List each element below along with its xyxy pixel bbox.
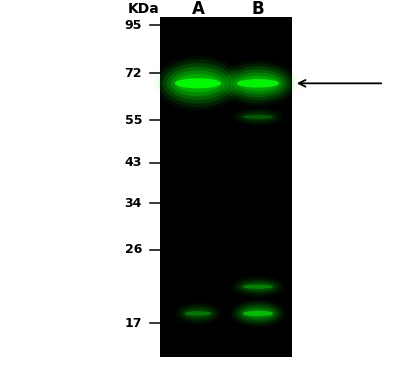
Ellipse shape	[167, 67, 229, 100]
Text: 17: 17	[124, 317, 142, 330]
Text: A: A	[192, 0, 204, 18]
Ellipse shape	[243, 115, 273, 119]
Ellipse shape	[243, 285, 273, 289]
Text: 43: 43	[125, 156, 142, 169]
Text: 26: 26	[125, 243, 142, 256]
Ellipse shape	[235, 303, 281, 324]
Text: 72: 72	[124, 67, 142, 80]
Ellipse shape	[158, 59, 238, 107]
Text: 95: 95	[125, 19, 142, 32]
Ellipse shape	[240, 282, 276, 292]
Ellipse shape	[240, 307, 276, 320]
Ellipse shape	[171, 70, 225, 96]
Ellipse shape	[185, 309, 211, 318]
Ellipse shape	[226, 66, 290, 100]
Ellipse shape	[233, 72, 283, 94]
Ellipse shape	[162, 63, 234, 103]
Text: B: B	[252, 0, 264, 18]
Text: KDa: KDa	[128, 2, 160, 16]
Ellipse shape	[180, 306, 216, 321]
Text: 55: 55	[124, 114, 142, 127]
Ellipse shape	[237, 75, 279, 91]
Bar	[160, 17, 292, 357]
Ellipse shape	[185, 311, 211, 316]
Ellipse shape	[235, 110, 281, 124]
Ellipse shape	[183, 308, 213, 319]
Ellipse shape	[178, 305, 218, 322]
Ellipse shape	[238, 111, 278, 123]
Ellipse shape	[230, 70, 286, 97]
Ellipse shape	[235, 279, 281, 295]
Ellipse shape	[243, 283, 273, 290]
Text: 34: 34	[125, 197, 142, 210]
Ellipse shape	[175, 74, 221, 92]
Ellipse shape	[243, 114, 273, 120]
Ellipse shape	[240, 112, 276, 121]
Ellipse shape	[238, 305, 278, 322]
Ellipse shape	[232, 301, 284, 326]
Ellipse shape	[175, 78, 221, 88]
Ellipse shape	[237, 79, 279, 88]
Ellipse shape	[238, 280, 278, 293]
Ellipse shape	[243, 311, 273, 316]
Ellipse shape	[222, 63, 294, 103]
Ellipse shape	[243, 309, 273, 318]
